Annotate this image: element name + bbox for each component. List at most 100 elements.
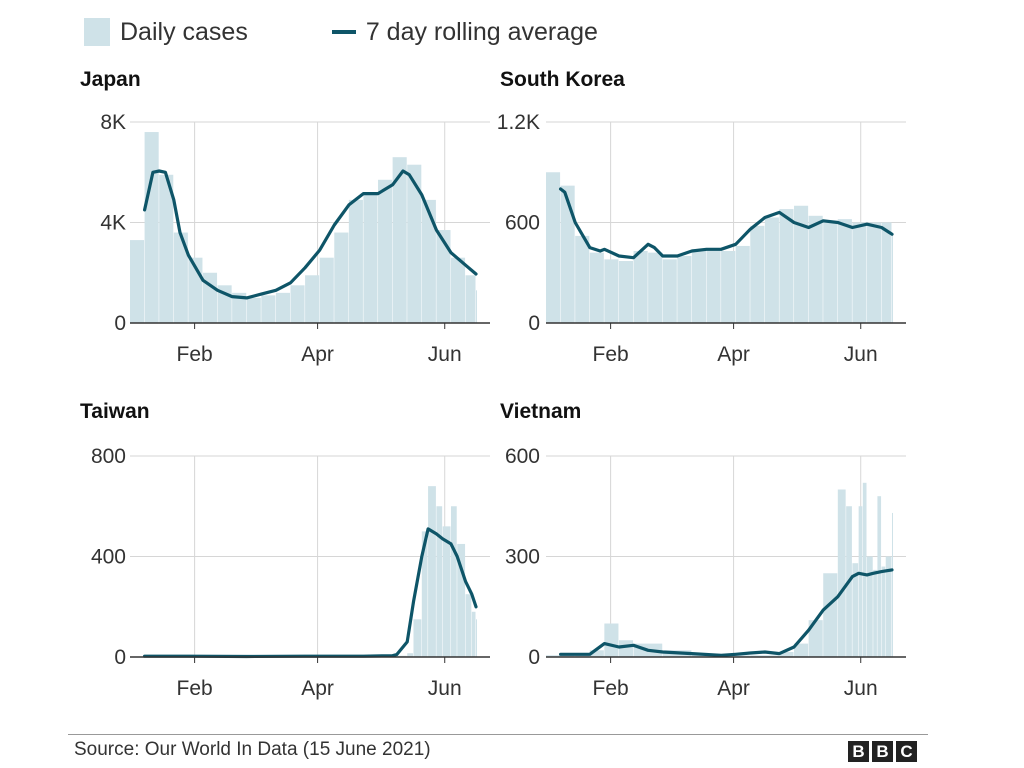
daily-cases-bar [862, 482, 867, 657]
x-tick-label: Feb [177, 343, 213, 366]
y-tick-label: 1.2K [497, 111, 540, 134]
bbc-logo-letter: B [872, 741, 893, 762]
daily-cases-bar [290, 285, 305, 323]
daily-cases-bar [436, 230, 451, 323]
panel-title-vietnam: Vietnam [500, 400, 582, 423]
daily-cases-bar [246, 297, 261, 323]
daily-cases-bar [633, 250, 648, 323]
daily-cases-bar [866, 222, 882, 323]
daily-cases-bar [334, 232, 349, 323]
legend-item-line: 7 day rolling average [331, 17, 598, 47]
y-tick-label: 600 [505, 212, 540, 235]
bbc-logo-letter: C [896, 741, 917, 762]
daily-cases-bar [159, 174, 174, 323]
daily-cases-bar [465, 275, 476, 323]
daily-cases-bar [450, 257, 466, 323]
daily-cases-bar [823, 573, 838, 657]
daily-cases-bar [873, 569, 877, 657]
daily-cases-bar [735, 245, 750, 323]
line-key-icon [331, 30, 356, 34]
daily-cases-bar [378, 179, 393, 323]
daily-cases-bar [881, 222, 892, 323]
daily-cases-bar [261, 295, 276, 323]
x-tick-label: Jun [428, 677, 462, 700]
daily-cases-bar [319, 257, 334, 323]
daily-cases-bar [476, 290, 477, 323]
x-tick-label: Apr [717, 343, 750, 366]
y-tick-label: 300 [505, 546, 540, 569]
y-tick-label: 400 [91, 546, 126, 569]
x-tick-label: Feb [177, 677, 213, 700]
daily-cases-bar [413, 619, 422, 657]
x-tick-label: Jun [428, 343, 462, 366]
y-tick-label: 0 [528, 312, 540, 335]
y-tick-label: 0 [528, 646, 540, 669]
y-tick-label: 600 [505, 445, 540, 468]
daily-cases-bar [546, 172, 561, 323]
daily-cases-bar [450, 506, 457, 657]
daily-cases-bar [173, 232, 188, 323]
y-tick-label: 800 [91, 445, 126, 468]
chart-frame [68, 0, 928, 768]
legend-item-bars: Daily cases [84, 18, 248, 47]
daily-cases-bar [407, 653, 413, 657]
panel-title-south-korea: South Korea [500, 68, 625, 91]
daily-cases-bar [407, 164, 422, 323]
bbc-logo: B B C [848, 741, 917, 762]
daily-cases-bar [837, 489, 846, 657]
daily-cases-bar [130, 240, 145, 323]
legend-bars-label: Daily cases [120, 17, 248, 46]
daily-cases-bar [866, 556, 873, 657]
y-tick-label: 0 [114, 646, 126, 669]
daily-cases-bar [232, 292, 247, 323]
daily-cases-bar [471, 611, 476, 657]
daily-cases-bar [589, 252, 604, 323]
daily-cases-bar [794, 643, 809, 657]
daily-cases-bar [892, 512, 893, 657]
daily-cases-bar [604, 623, 619, 657]
y-tick-label: 8K [100, 111, 126, 134]
daily-cases-bar [885, 556, 892, 657]
daily-cases-bar [575, 655, 590, 657]
x-tick-label: Feb [593, 343, 629, 366]
rolling-average-line [143, 169, 478, 300]
bar-swatch-icon [84, 18, 110, 46]
legend: Daily cases 7 day rolling average [84, 12, 682, 52]
daily-cases-bar [144, 132, 159, 323]
daily-cases-bar [779, 209, 794, 323]
daily-cases-bar [618, 261, 634, 323]
daily-cases-bar [428, 486, 436, 657]
daily-cases-bar [858, 506, 863, 657]
daily-cases-bar [852, 222, 867, 323]
x-tick-label: Apr [717, 677, 750, 700]
daily-cases-bar [892, 235, 893, 323]
daily-cases-bar [721, 655, 750, 657]
daily-cases-bar [546, 655, 575, 657]
daily-cases-bar [662, 259, 677, 323]
daily-cases-bar [881, 566, 886, 657]
daily-cases-bar [823, 220, 838, 323]
y-tick-label: 0 [114, 312, 126, 335]
daily-cases-bar [808, 215, 823, 323]
daily-cases-bar [779, 651, 794, 657]
daily-cases-bar [392, 157, 407, 323]
x-tick-label: Jun [844, 343, 878, 366]
daily-cases-bar [436, 506, 443, 657]
daily-cases-bar [794, 205, 809, 323]
daily-cases-bar [476, 619, 477, 657]
daily-cases-bar [589, 650, 604, 657]
x-tick-label: Feb [593, 677, 629, 700]
daily-cases-bar [648, 252, 663, 323]
daily-cases-bar [677, 256, 692, 323]
footer-divider [68, 734, 928, 735]
x-tick-label: Jun [844, 677, 878, 700]
daily-cases-bar [421, 199, 436, 323]
daily-cases-bar [275, 292, 290, 323]
daily-cases-bar [837, 219, 852, 323]
daily-cases-bar [706, 249, 721, 323]
daily-cases-bar [363, 194, 378, 323]
rolling-average-line [558, 187, 894, 260]
daily-cases-bar [348, 199, 363, 323]
legend-line-label: 7 day rolling average [365, 17, 598, 46]
